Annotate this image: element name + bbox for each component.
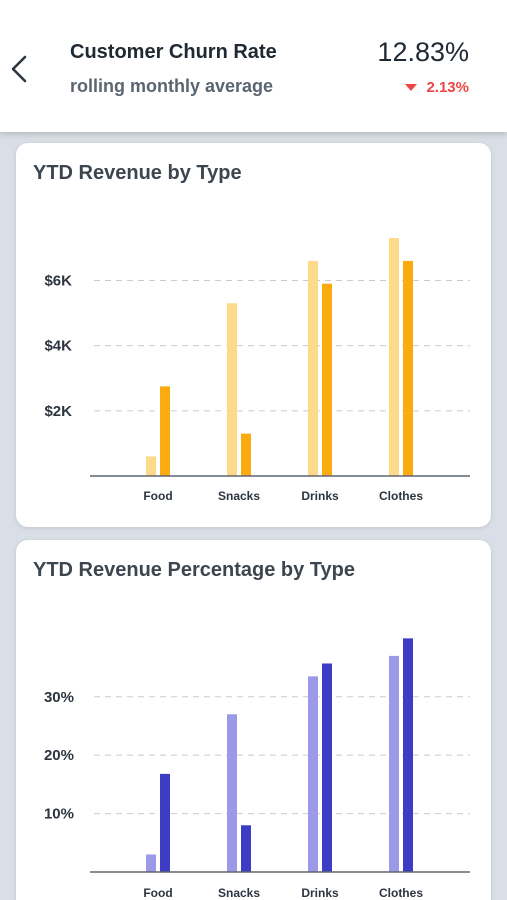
bar-clothes-series-2: [403, 638, 413, 872]
chevron-left-icon: [11, 55, 27, 83]
bar-food-series-2: [160, 386, 170, 476]
churn-rate-change-value: 2.13%: [426, 79, 469, 96]
x-category-label: Clothes: [379, 886, 423, 900]
x-category-label: Drinks: [301, 886, 339, 900]
bar-food-series-2: [160, 773, 170, 872]
y-tick-label: $2K: [44, 403, 72, 420]
page-title: Customer Churn Rate: [70, 41, 277, 63]
bar-drinks-series-1: [308, 260, 318, 476]
y-tick-label: 20%: [44, 747, 74, 764]
y-tick-label: 10%: [44, 806, 74, 823]
x-category-label: Snacks: [218, 886, 260, 900]
churn-rate-change: 2.13%: [405, 79, 469, 96]
y-tick-label: $4K: [44, 338, 72, 355]
revenue-chart-title: YTD Revenue by Type: [33, 162, 242, 184]
revenue-bar-chart: $2K $4K $6K Food Snacks Drinks Clothes: [44, 238, 470, 503]
percentage-chart-title: YTD Revenue Percentage by Type: [33, 559, 355, 581]
bar-snacks-series-2: [241, 825, 251, 872]
revenue-by-type-card: YTD Revenue by Type $2K $4K $6K Food Snacks D…: [16, 143, 491, 527]
page-subtitle: rolling monthly average: [70, 76, 274, 96]
bar-drinks-series-2: [322, 663, 332, 872]
bar-clothes-series-1: [389, 655, 399, 872]
revenue-percentage-card: YTD Revenue Percentage by Type 10% 20% 30%…: [16, 540, 491, 900]
y-tick-label: $6K: [44, 272, 72, 289]
bar-clothes-series-1: [389, 238, 399, 476]
header: Customer Churn Rate rolling monthly aver…: [0, 0, 507, 132]
triangle-down-icon: [405, 84, 418, 91]
bar-snacks-series-1: [227, 303, 237, 476]
churn-rate-value: 12.83%: [377, 37, 469, 67]
x-category-label: Clothes: [379, 489, 423, 503]
bar-drinks-series-1: [308, 676, 318, 872]
y-tick-label: 30%: [44, 689, 74, 706]
bar-drinks-series-2: [322, 283, 332, 476]
bar-food-series-1: [146, 456, 156, 476]
back-button[interactable]: [8, 52, 32, 86]
x-category-label: Food: [143, 489, 172, 503]
bar-clothes-series-2: [403, 260, 413, 476]
bar-snacks-series-1: [227, 714, 237, 872]
x-category-label: Drinks: [301, 489, 339, 503]
percentage-bar-chart: 10% 20% 30% Food Snacks Drinks Clothes: [44, 638, 470, 900]
x-category-label: Food: [143, 886, 172, 900]
bar-food-series-1: [146, 854, 156, 872]
bar-snacks-series-2: [241, 433, 251, 476]
x-category-label: Snacks: [218, 489, 260, 503]
